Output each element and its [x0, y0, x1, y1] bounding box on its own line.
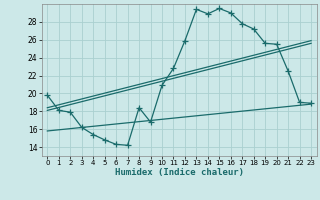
X-axis label: Humidex (Indice chaleur): Humidex (Indice chaleur): [115, 168, 244, 177]
